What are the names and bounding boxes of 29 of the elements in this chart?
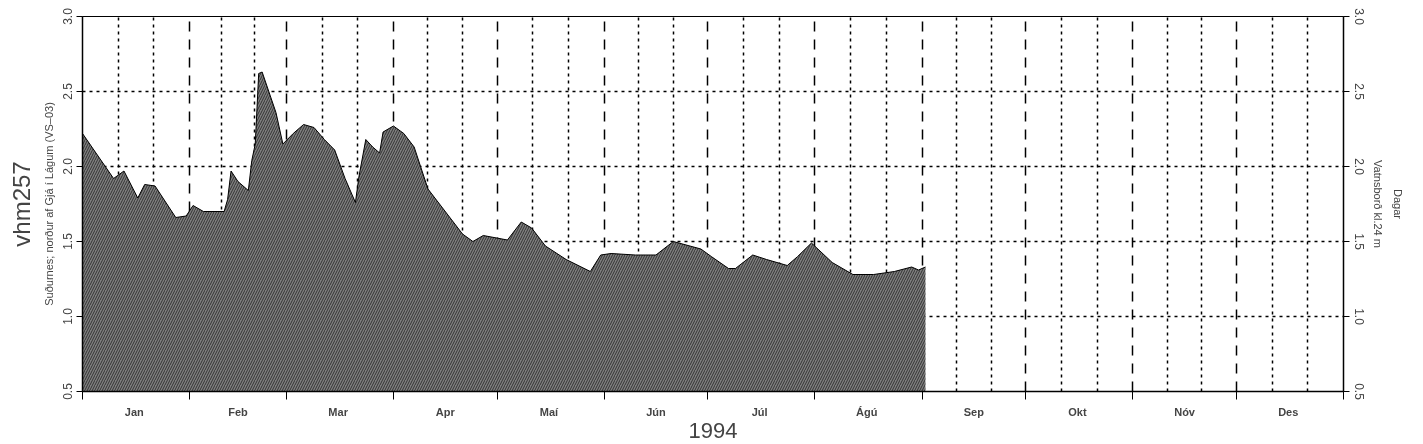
y-tick-label: 2.0 [60,157,75,175]
x-tick-label: Ágú [856,405,878,418]
y-axis-title: Suðurnes; norður af Gjá í Lágum (VS–03) [42,102,55,306]
x-tick-label: Okt [1068,405,1087,418]
y-tick-label: 1.5 [60,232,75,250]
x-tick-label: Maí [539,405,560,418]
y2-tick-label: 2.5 [1351,83,1366,101]
x-tick-label: Jún [646,405,667,418]
y2-tick-label: 2.0 [1351,158,1366,176]
x-axis-title: 1994 [688,417,738,443]
y2-tick-label: 1.5 [1351,233,1366,251]
x-tick-label: Feb [228,405,249,418]
x-tick-label: Apr [435,405,456,418]
x-tick-label: Sep [963,405,985,418]
y2-tick-label: 1.0 [1351,308,1366,326]
y-tick-label: 0.5 [60,382,75,400]
y2-axis-title: Vatnsborð kl.24 m [1371,160,1384,248]
text: vhm257 [7,161,35,247]
x-tick-label: Júl [751,405,768,418]
x-tick-label: Nóv [1174,405,1196,418]
x-tick-label: Jan [124,405,145,418]
y2-tick-label: 0.5 [1351,383,1366,401]
y-tick-label: 3.0 [60,7,75,25]
y2-tick-label: 3.0 [1351,8,1366,26]
text: Dagar [1391,189,1404,220]
y-tick-label: 1.0 [60,307,75,325]
x-tick-label: Des [1278,405,1299,418]
x-tick-label: Mar [328,405,349,418]
y-tick-label: 2.5 [60,82,75,100]
